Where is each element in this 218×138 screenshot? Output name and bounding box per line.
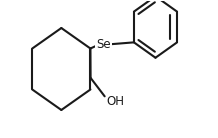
Text: OH: OH	[107, 95, 125, 108]
Text: Se: Se	[96, 38, 111, 51]
